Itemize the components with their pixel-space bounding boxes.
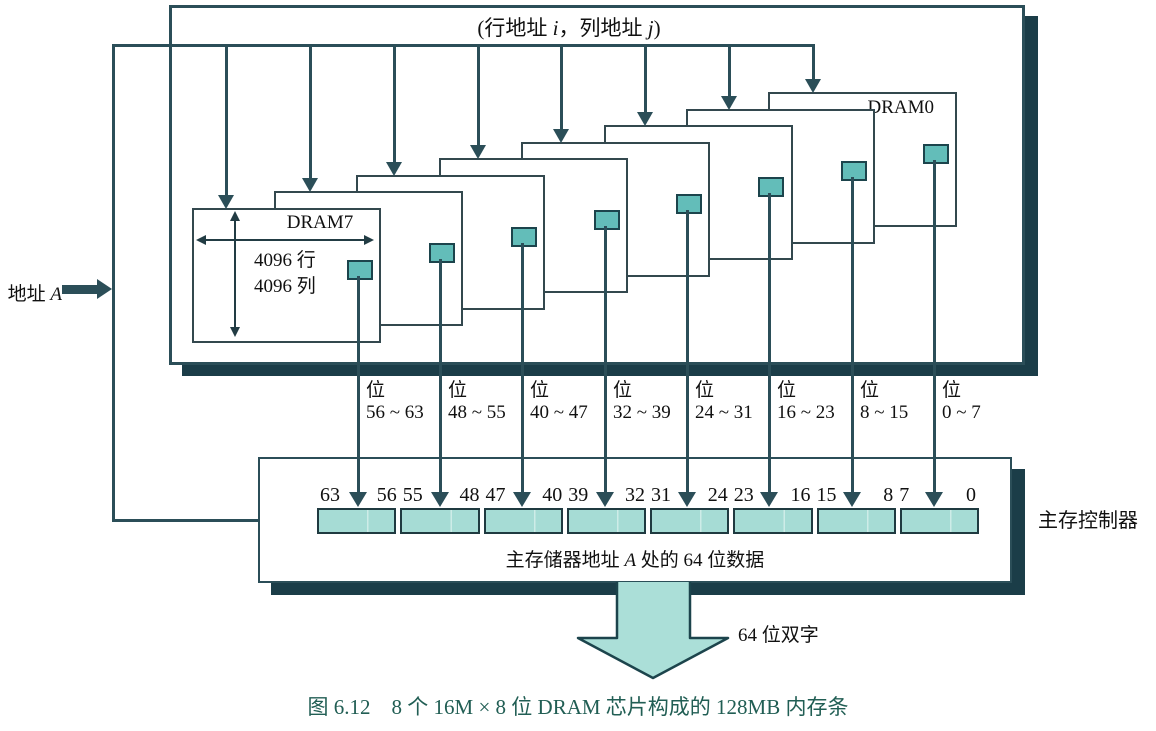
chip-label-dram0: DRAM0 (867, 97, 934, 118)
bit-group-label: 位 32 ~ 39 (613, 380, 671, 423)
chip-label-dram7: DRAM7 (286, 212, 354, 233)
rows-measure-arrow (230, 211, 240, 337)
segment-bit-numbers: 31 24 (651, 484, 728, 506)
address-arrow-head (97, 279, 112, 299)
output-64bit-arrow (576, 582, 730, 680)
chip-rows-label: 4096 行 (254, 250, 316, 271)
register-segment (816, 508, 896, 534)
address-bus-horizontal-line (112, 44, 815, 47)
segment-bit-numbers: 39 32 (568, 484, 645, 506)
bus-drop-arrowhead (553, 129, 569, 143)
bus-drop-arrowhead (302, 178, 318, 192)
bit-group-label: 位 40 ~ 47 (530, 380, 588, 423)
bit-group-label: 位 56 ~ 63 (366, 380, 424, 423)
row-col-address-label: (行地址 i，列地址 j) (477, 16, 661, 40)
cols-measure-arrow (196, 235, 374, 245)
dram-chip (192, 208, 381, 343)
bus-drop-arrowhead (721, 96, 737, 110)
register-data-label: 主存储器地址 A 处的 64 位数据 (505, 550, 765, 571)
bus-drop-line (477, 44, 480, 145)
arrow-right-icon (364, 235, 374, 245)
address-arrow (62, 285, 98, 294)
output-arrow-label: 64 位双字 (738, 625, 819, 646)
memory-cell (676, 194, 702, 214)
bus-drop-arrowhead (218, 195, 234, 209)
address-to-controller-line (112, 519, 258, 522)
bus-drop-line (644, 44, 647, 112)
register-bit-numbers: 63 56 55 48 47 40 39 32 31 24 23 16 15 8 7 0 (317, 484, 979, 508)
arrow-down-icon (230, 327, 240, 337)
controller-label: 主存控制器 (1038, 510, 1138, 532)
data-line-arrowhead (596, 492, 614, 507)
memory-cell (758, 177, 784, 197)
data-register (317, 508, 979, 534)
segment-bit-numbers: 23 16 (733, 484, 811, 506)
bit-group-label: 位 48 ~ 55 (448, 380, 506, 423)
bus-drop-arrowhead (386, 162, 402, 176)
data-line-arrowhead (349, 492, 367, 507)
bus-drop-line (560, 44, 563, 129)
bus-drop-arrowhead (637, 112, 653, 126)
chip-cols-label: 4096 列 (254, 276, 316, 297)
bus-drop-line (728, 44, 731, 96)
register-segment (899, 508, 979, 534)
data-line (439, 259, 442, 492)
memory-controller-box: 63 56 55 48 47 40 39 32 31 24 23 16 15 8 7 0 主存储器地址 A 处… (258, 457, 1012, 583)
bit-group-label: 位 16 ~ 23 (777, 380, 835, 423)
figure-caption: 图 6.12 8 个 16M × 8 位 DRAM 芯片构成的 128MB 内存… (307, 695, 849, 719)
bus-drop-line (309, 44, 312, 178)
data-line-arrowhead (431, 492, 449, 507)
register-segment (733, 508, 813, 534)
data-line (604, 226, 607, 492)
segment-bit-numbers: 47 40 (485, 484, 563, 506)
data-line-arrowhead (843, 492, 861, 507)
bus-drop-line (225, 44, 228, 195)
data-line (933, 160, 936, 492)
register-segment (483, 508, 563, 534)
data-line-arrowhead (925, 492, 943, 507)
bit-group-label: 位 24 ~ 31 (695, 380, 753, 423)
data-line (521, 243, 524, 492)
data-line-arrowhead (513, 492, 531, 507)
memory-cell (511, 227, 537, 247)
bus-drop-arrowhead (470, 145, 486, 159)
data-line (768, 193, 771, 492)
data-line-arrowhead (678, 492, 696, 507)
register-segment (317, 508, 397, 534)
memory-cell (429, 243, 455, 263)
memory-cell (594, 210, 620, 230)
address-a-label: 地址 A (7, 284, 62, 305)
segment-bit-numbers: 55 48 (402, 484, 480, 506)
data-line (686, 210, 689, 492)
memory-cell (923, 144, 949, 164)
register-segment (650, 508, 730, 534)
segment-bit-numbers: 15 8 (816, 484, 894, 506)
address-bus-vertical-line (112, 44, 115, 522)
memory-cell (347, 260, 373, 280)
memory-cell (841, 161, 867, 181)
data-line (851, 177, 854, 492)
bus-drop-line (393, 44, 396, 162)
bus-drop-arrowhead (805, 79, 821, 93)
register-segment (400, 508, 480, 534)
data-line (357, 276, 360, 492)
data-line-arrowhead (760, 492, 778, 507)
segment-bit-numbers: 63 56 (320, 484, 397, 506)
register-segment (566, 508, 646, 534)
bus-drop-line (812, 44, 815, 79)
